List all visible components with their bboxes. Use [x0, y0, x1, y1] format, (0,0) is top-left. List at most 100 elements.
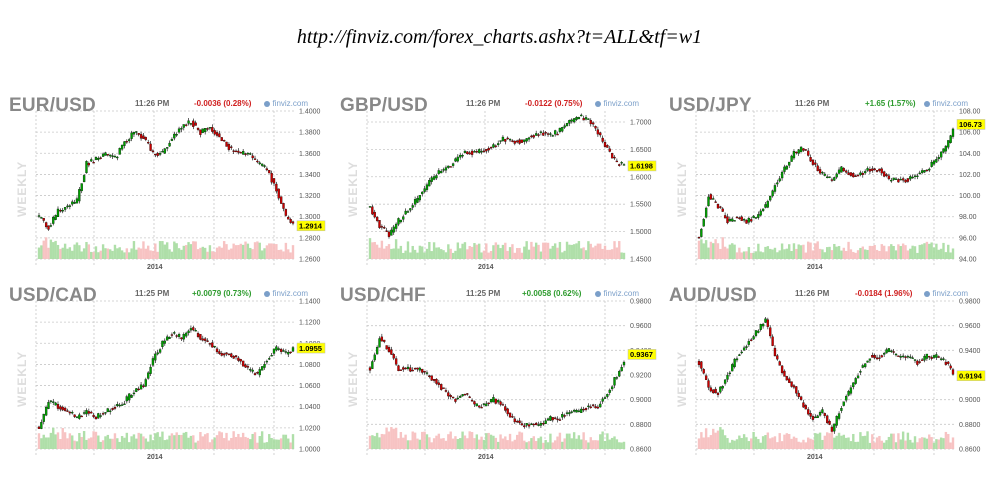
pair-title[interactable]: USD/JPY [669, 95, 752, 116]
volume-bar [882, 442, 886, 449]
y-tick-label: 1.4000 [299, 109, 321, 116]
volume-bar [151, 440, 155, 449]
volume-bar [168, 249, 171, 259]
volume-bar [939, 248, 943, 259]
volume-bar [101, 440, 105, 449]
price-change: +1.65 (1.57%) [865, 99, 916, 108]
volume-bar [132, 241, 136, 259]
chart-panel-eur-usd[interactable]: 1.2600 1.2800 1.3000 1.3200 1.3400 1.3600 1.38… [8, 95, 337, 287]
chart-panel-gbp-usd[interactable]: 1.4500 1.5000 1.5500 1.6000 1.6500 1.7000 WEEK… [339, 95, 668, 287]
candle-body [71, 201, 74, 205]
volume-bar [570, 438, 573, 449]
candle-body [249, 153, 252, 155]
candle-body [939, 151, 943, 158]
finviz-brand-link[interactable]: finviz.com [264, 99, 308, 108]
volume-bar [761, 436, 765, 449]
volume-bar [542, 442, 545, 449]
candle-body [68, 205, 72, 207]
chart-panel-usd-jpy[interactable]: 94.00 96.00 98.00 100.00 102.00 104.00 106.00 1… [668, 95, 997, 287]
volume-bar [916, 252, 919, 259]
candle-body [935, 354, 938, 358]
candle-body [59, 406, 62, 410]
candle-body [149, 143, 152, 151]
candle-body [745, 219, 748, 224]
candle-body [925, 353, 929, 359]
candle-body [187, 330, 190, 334]
quote-time: 11:26 PM [135, 99, 170, 108]
candle-body [809, 413, 812, 417]
candle-body [615, 160, 619, 163]
pair-title[interactable]: GBP/USD [340, 95, 428, 116]
candle-body [804, 405, 807, 410]
volume-bar [899, 246, 902, 259]
candle-body [759, 324, 762, 330]
volume-bar [44, 237, 48, 259]
candle-body [166, 147, 169, 149]
volume-bar [918, 244, 921, 259]
candle-body [901, 355, 905, 358]
volume-bar [175, 243, 178, 259]
finviz-brand-link[interactable]: finviz.com [924, 99, 968, 108]
volume-bar [173, 241, 176, 259]
pair-title[interactable]: EUR/USD [9, 95, 96, 116]
volume-bar [947, 244, 950, 259]
volume-bar [863, 435, 867, 449]
volume-bar [723, 246, 727, 259]
chart-panel-aud-usd[interactable]: 0.86000.88000.90000.92000.94000.96000.98… [668, 285, 997, 477]
candle-body [856, 174, 860, 177]
finviz-brand-link[interactable]: finviz.com [924, 289, 968, 298]
volume-bar [272, 243, 276, 259]
y-tick-label: 1.5500 [630, 202, 652, 209]
candle-body [537, 134, 540, 136]
candle-body [901, 178, 905, 181]
volume-bar [928, 434, 931, 449]
volume-bar [428, 241, 431, 259]
pair-title[interactable]: USD/CAD [9, 285, 97, 306]
y-tick-label: 100.00 [959, 193, 981, 200]
volume-bar [726, 438, 729, 449]
finviz-logo-icon [595, 100, 602, 107]
volume-bar [783, 434, 786, 449]
candle-body [416, 367, 419, 370]
finviz-brand-link[interactable]: finviz.com [595, 99, 639, 108]
candle-body [161, 151, 164, 153]
candle-body [468, 396, 471, 398]
volume-bar [785, 433, 789, 449]
candle-body [256, 160, 259, 163]
pair-title[interactable]: USD/CHF [340, 285, 426, 306]
chart-panel-usd-cad[interactable]: 1.00001.02001.04001.06001.08001.10001.12… [8, 285, 337, 477]
finviz-brand-link[interactable]: finviz.com [595, 289, 639, 298]
volume-bar [731, 243, 734, 259]
candle-body [253, 158, 257, 160]
pair-title[interactable]: AUD/USD [669, 285, 757, 306]
candlestick-chart: 1.4500 1.5000 1.5500 1.6000 1.6500 1.7000 WEEK… [346, 111, 657, 271]
last-price-label: 1.0955 [299, 344, 322, 353]
candle-body [554, 130, 557, 135]
candle-body [413, 367, 417, 370]
volume-bar [892, 433, 895, 449]
volume-bar [766, 432, 770, 449]
volume-bar [944, 252, 948, 259]
candle-body [437, 170, 440, 174]
candle-body [525, 138, 528, 142]
volume-bar [733, 440, 736, 449]
finviz-brand-link[interactable]: finviz.com [264, 289, 308, 298]
candle-body [572, 118, 576, 123]
volume-bar [923, 243, 926, 259]
candle-body [875, 357, 879, 360]
volume-bar [530, 241, 533, 259]
volume-bar [871, 246, 874, 259]
volume-bar [113, 433, 117, 449]
candle-body [170, 139, 174, 141]
chart-panel-usd-chf[interactable]: 0.86000.88000.90000.92000.94000.96000.98… [339, 285, 668, 477]
candle-body [206, 340, 209, 342]
volume-bar [397, 438, 400, 449]
candle-body [596, 129, 600, 135]
y-tick-label: 1.3000 [299, 214, 321, 221]
candle-body [204, 128, 207, 133]
candle-body [123, 403, 126, 406]
candle-body [742, 219, 746, 221]
volume-bar [785, 248, 789, 259]
candle-body [719, 386, 722, 393]
candle-body [154, 353, 157, 361]
